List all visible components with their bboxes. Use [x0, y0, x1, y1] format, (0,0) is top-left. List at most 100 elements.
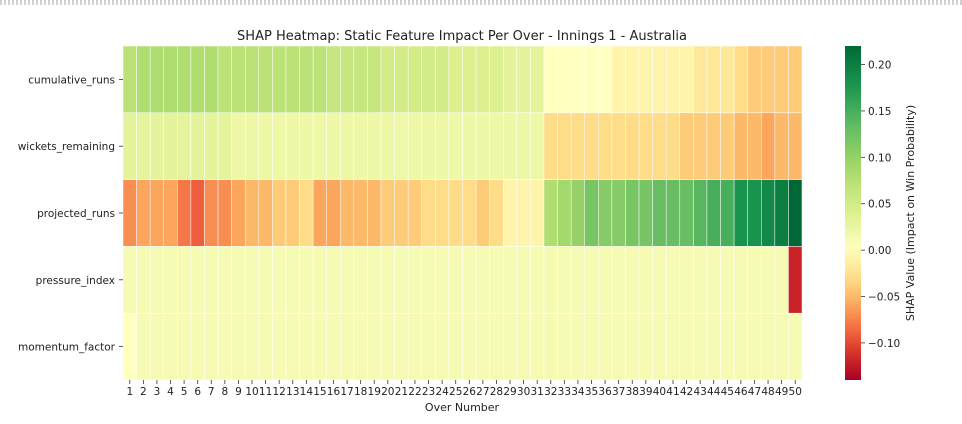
colorbar-tick-label: 0.15: [868, 106, 891, 118]
heatmap-cell: [326, 112, 341, 180]
heatmap-cell: [353, 246, 368, 314]
heatmap-cell: [530, 179, 545, 247]
cell-top-divider: [0, 0, 962, 5]
heatmap-cell: [625, 179, 640, 247]
heatmap-cell: [598, 246, 613, 314]
heatmap-cell: [244, 312, 260, 381]
heatmap-cell: [706, 112, 721, 180]
column-label: 37: [612, 386, 625, 398]
heatmap-cell: [625, 312, 640, 381]
column-label: 32: [544, 386, 557, 398]
heatmap-cell: [312, 246, 327, 314]
heatmap-cell: [761, 112, 776, 180]
column-label: 4: [167, 386, 174, 398]
heatmap-cell: [489, 45, 504, 114]
heatmap-cell: [448, 312, 463, 381]
heatmap-cell: [543, 312, 558, 381]
heatmap-cell: [163, 246, 178, 314]
heatmap-cell: [530, 246, 545, 314]
heatmap-cell: [543, 45, 558, 114]
heatmap-cell: [462, 179, 477, 247]
column-label: 31: [531, 386, 544, 398]
heatmap-cell: [435, 112, 450, 180]
heatmap-cell: [516, 179, 531, 247]
row-labels: cumulative_runs wickets_remaining projecte…: [18, 74, 123, 354]
heatmap-cell: [774, 179, 789, 247]
heatmap-cell: [272, 246, 287, 314]
heatmap-cell: [299, 246, 314, 314]
heatmap-cell: [598, 45, 613, 114]
heatmap-cell: [788, 312, 803, 381]
heatmap-cell: [367, 312, 382, 381]
heatmap-cell: [353, 112, 368, 180]
heatmap-cell: [136, 45, 151, 114]
column-label: 40: [653, 386, 666, 398]
heatmap-cell: [136, 179, 151, 247]
heatmap-cell: [380, 246, 395, 314]
heatmap-cell: [435, 246, 450, 314]
column-label: 17: [340, 386, 353, 398]
column-label: 24: [435, 386, 449, 398]
heatmap-cell: [761, 312, 776, 381]
heatmap-cell: [774, 45, 789, 114]
heatmap-cell: [204, 112, 219, 180]
heatmap-cell: [177, 179, 192, 247]
heatmap-cell: [570, 312, 585, 381]
heatmap-cell: [231, 112, 246, 180]
column-label: 10: [245, 386, 258, 398]
heatmap-cell: [570, 112, 585, 180]
heatmap-cell: [272, 179, 287, 247]
heatmap-cell: [679, 179, 694, 247]
column-label: 46: [734, 386, 748, 398]
heatmap-cell: [299, 312, 314, 381]
heatmap-cell: [611, 112, 626, 180]
heatmap-cell: [733, 179, 748, 247]
heatmap-cell: [598, 112, 613, 180]
heatmap-cell: [665, 179, 681, 247]
column-label: 44: [707, 386, 721, 398]
heatmap-cell: [475, 112, 490, 180]
heatmap-cell: [149, 246, 165, 314]
heatmap-cell: [665, 112, 681, 180]
column-label: 19: [368, 386, 381, 398]
colorbar-tick-label: 0.20: [868, 60, 891, 72]
heatmap-cell: [570, 45, 585, 114]
heatmap-cell: [693, 179, 708, 247]
heatmap-cell: [652, 246, 667, 314]
heatmap-cell: [557, 179, 572, 247]
column-label: 18: [354, 386, 367, 398]
heatmap-cell: [788, 45, 803, 114]
heatmap-cell: [190, 312, 205, 381]
heatmap-cell: [149, 45, 165, 114]
heatmap-cell: [258, 45, 273, 114]
heatmap-cell: [679, 246, 694, 314]
heatmap-cell: [149, 312, 165, 381]
column-label: 33: [558, 386, 571, 398]
heatmap-cell: [652, 45, 667, 114]
heatmap-cell: [122, 312, 137, 381]
heatmap-cell: [231, 179, 246, 247]
column-label: 22: [408, 386, 421, 398]
heatmap-cell: [340, 312, 355, 381]
heatmap-cell: [285, 45, 300, 114]
heatmap-cell: [448, 246, 463, 314]
heatmap-cell: [312, 179, 327, 247]
heatmap-cell: [190, 112, 205, 180]
heatmap-cell: [720, 246, 735, 314]
heatmap-cell: [584, 179, 599, 247]
column-label: 34: [571, 386, 585, 398]
column-label: 39: [639, 386, 652, 398]
heatmap-cell: [747, 179, 762, 247]
heatmap-cell: [584, 246, 599, 314]
heatmap-cell: [502, 112, 518, 180]
heatmap-cell: [285, 112, 300, 180]
heatmap-cell: [625, 45, 640, 114]
heatmap-cell: [584, 312, 599, 381]
heatmap-cell: [177, 45, 192, 114]
heatmap-cell: [516, 312, 531, 381]
column-label: 48: [761, 386, 774, 398]
heatmap-cell: [502, 246, 518, 314]
row-label: momentum_factor: [18, 342, 116, 354]
